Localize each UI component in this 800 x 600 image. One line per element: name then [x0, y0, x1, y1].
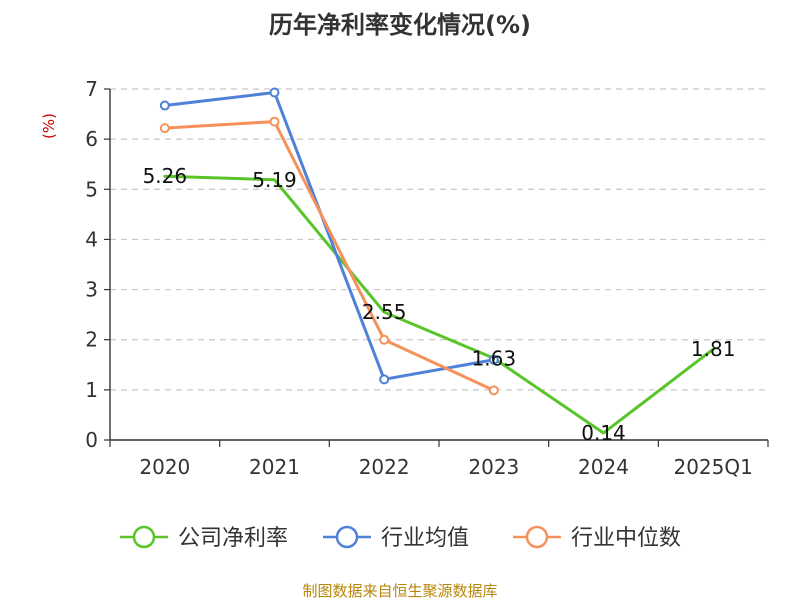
legend-marker-1 — [335, 525, 359, 549]
series-1-point-2020 — [159, 100, 170, 111]
axes: 0 1 2 3 4 5 6 7 2020 2021 2022 2023 2024 2025Q1 — [85, 77, 769, 479]
y-tick-label-4: 4 — [85, 227, 98, 251]
legend-label-0: 公司净利率 — [178, 526, 288, 551]
series-2-point-2020 — [159, 123, 170, 134]
y-tick-label-6: 6 — [85, 127, 98, 151]
legend-marker-2 — [525, 525, 549, 549]
x-tick-label-2022: 2022 — [359, 455, 410, 479]
x-tick-label-2021: 2021 — [249, 455, 300, 479]
legend-label-1: 行业均值 — [381, 526, 469, 551]
y-tick-label-3: 3 — [85, 278, 98, 302]
data-label-2024: 0.14 — [581, 421, 626, 445]
data-label-2023: 1.63 — [472, 346, 517, 370]
source-note: 制图数据来自恒生聚源数据库 — [302, 582, 497, 600]
series-2-point-2023 — [488, 385, 499, 396]
series-line-2 — [163, 120, 496, 392]
series-1-point-2021 — [269, 87, 280, 98]
data-label-2020: 5.26 — [143, 164, 188, 188]
gridlines — [110, 88, 768, 391]
x-tick-label-2020: 2020 — [139, 455, 190, 479]
chart-title: 历年净利率变化情况(%) — [269, 11, 531, 39]
x-tick-label-2025Q1: 2025Q1 — [673, 455, 752, 479]
data-label-2025Q1: 1.81 — [691, 337, 736, 361]
series-lines — [159, 87, 715, 435]
series-2-point-2021 — [269, 116, 280, 127]
data-label-2021: 5.19 — [252, 168, 297, 192]
y-tick-label-1: 1 — [85, 378, 98, 402]
legend-marker-0 — [132, 525, 156, 549]
y-tick-label-7: 7 — [85, 77, 98, 101]
y-tick-label-2: 2 — [85, 328, 98, 352]
data-label-2022: 2.55 — [362, 300, 407, 324]
series-2-point-2022 — [379, 334, 390, 345]
y-tick-label-5: 5 — [85, 177, 98, 201]
x-tick-label-2023: 2023 — [468, 455, 519, 479]
data-labels: 5.26 5.19 2.55 1.63 0.14 1.81 — [143, 164, 736, 445]
y-tick-label-0: 0 — [85, 428, 98, 452]
legend-label-2: 行业中位数 — [571, 526, 681, 551]
series-1-point-2022 — [379, 374, 390, 385]
y-axis-unit: (%) — [40, 113, 58, 139]
x-tick-label-2024: 2024 — [578, 455, 629, 479]
legend: 公司净利率 行业均值 行业中位数 — [120, 525, 681, 551]
series-line-0 — [163, 174, 715, 435]
series-1-point-2023 — [488, 354, 499, 365]
series-line-1 — [163, 91, 496, 381]
